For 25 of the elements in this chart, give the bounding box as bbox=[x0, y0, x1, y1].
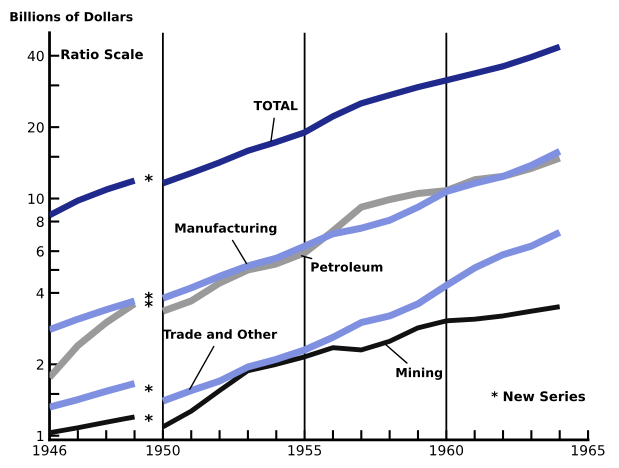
y-tick-label: 8 bbox=[36, 216, 44, 227]
y-tick-label: 6 bbox=[36, 246, 44, 257]
x-tick-label: 1955 bbox=[288, 445, 322, 456]
y-tick-label: 10 bbox=[28, 194, 44, 204]
annotation: Ratio Scale bbox=[62, 49, 143, 60]
text: Mining bbox=[396, 368, 442, 380]
series-label: TOTAL bbox=[254, 100, 298, 110]
annotation: * New Series bbox=[491, 391, 586, 402]
y-tick-label: 2 bbox=[36, 359, 44, 370]
annotation: * bbox=[144, 292, 153, 300]
y-axis-title: Billions of Dollars bbox=[10, 12, 133, 22]
series-label: Petroleum bbox=[311, 262, 382, 272]
y-tick-label: 4 bbox=[36, 288, 44, 298]
annotation: * bbox=[144, 414, 153, 422]
y-tick-label: 20 bbox=[28, 122, 44, 133]
series-label: Manufacturing bbox=[175, 223, 276, 236]
x-tick-label: 1946 bbox=[33, 445, 66, 456]
x-tick-label: 1965 bbox=[572, 445, 605, 456]
annotation: * bbox=[144, 384, 153, 392]
y-tick-label: 40 bbox=[28, 50, 44, 62]
y-tick-label: 1 bbox=[37, 430, 44, 441]
annotation: * bbox=[144, 174, 153, 182]
x-tick-label: 1960 bbox=[430, 445, 464, 456]
x-tick-label: 1950 bbox=[146, 445, 180, 456]
annotation: * bbox=[144, 300, 153, 308]
